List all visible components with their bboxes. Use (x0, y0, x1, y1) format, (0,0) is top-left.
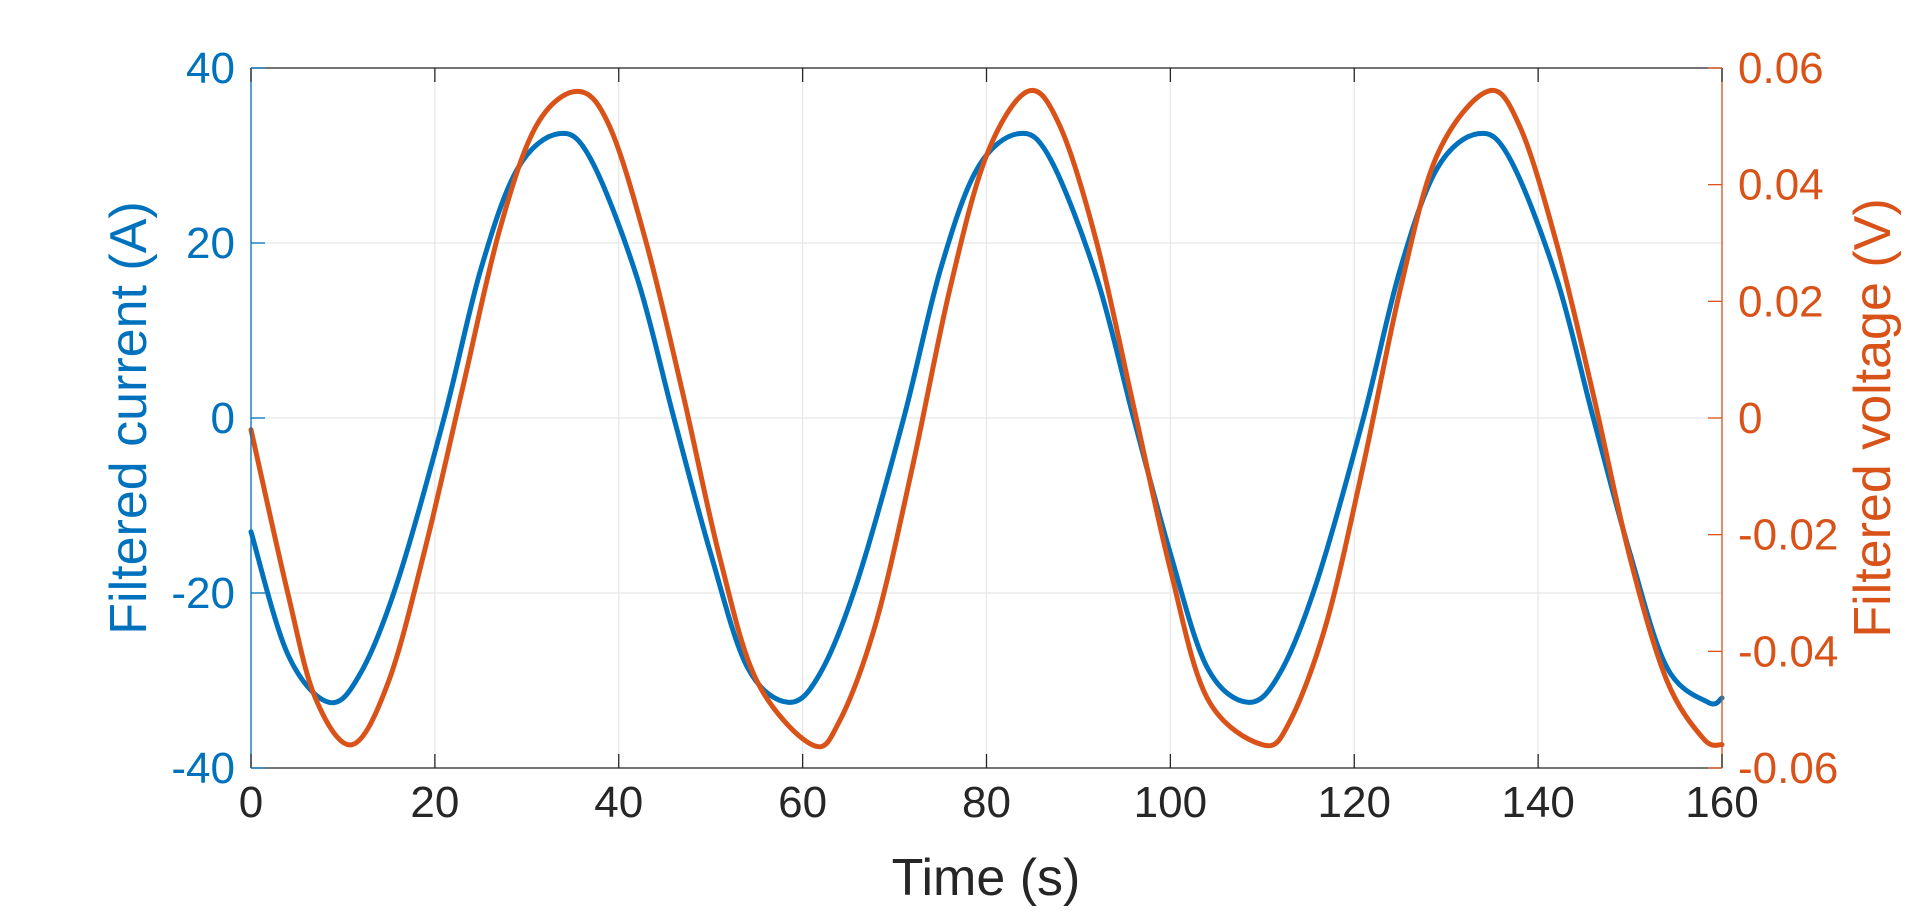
y-right-tick-label-6: 0.06 (1738, 44, 1824, 93)
y-left-tick-label-0: -40 (171, 744, 235, 793)
y-right-tick-label-3: 0 (1738, 394, 1762, 443)
y-right-tick-label-2: -0.02 (1738, 511, 1838, 560)
ticks-layer: 0 20 40 60 80 100 120 140 160 -40 -20 0 20 40 -0.06 -0.… (171, 44, 1838, 827)
x-tick-label-8: 160 (1685, 778, 1758, 827)
x-tick-label-7: 140 (1501, 778, 1574, 827)
y-right-tick-label-0: -0.06 (1738, 744, 1838, 793)
x-tick-label-3: 60 (778, 778, 827, 827)
y-left-tick-label-2: 0 (211, 394, 235, 443)
series-line-right-axis (248, 87, 1725, 750)
x-axis-title: Time (s) (892, 849, 1081, 907)
y-right-tick-label-5: 0.04 (1738, 161, 1824, 210)
y-left-tick-label-3: 20 (186, 219, 235, 268)
x-tick-label-1: 20 (410, 778, 459, 827)
series-layer (248, 87, 1725, 750)
x-tick-label-2: 40 (594, 778, 643, 827)
y-right-tick-label-4: 0.02 (1738, 277, 1824, 326)
x-tick-label-5: 100 (1134, 778, 1207, 827)
y-axis-right-title: Filtered voltage (V) (1844, 198, 1902, 637)
y-left-tick-label-4: 40 (186, 44, 235, 93)
y-left-tick-label-1: -20 (171, 569, 235, 618)
x-tick-label-0: 0 (239, 778, 263, 827)
y-axis-left-title: Filtered current (A) (100, 201, 158, 634)
y-right-tick-label-1: -0.04 (1738, 627, 1838, 676)
x-tick-label-4: 80 (962, 778, 1011, 827)
x-tick-label-6: 120 (1318, 778, 1391, 827)
